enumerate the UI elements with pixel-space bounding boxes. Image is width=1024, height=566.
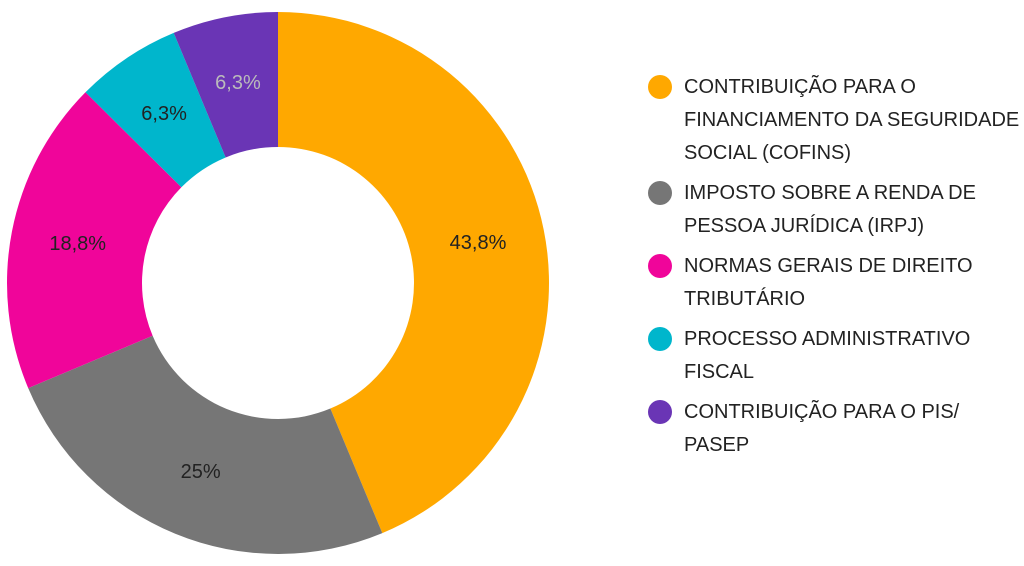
slice-value-label-2: 18,8% [49, 233, 106, 255]
chart-slice-labels: 43,8% 25% 18,8% 6,3% 6,3% [49, 72, 506, 483]
slice-value-label-0: 43,8% [450, 232, 507, 254]
donut-slice-2 [7, 92, 182, 389]
legend-label-2: NORMAS GERAIS DE DIREITO TRIBUTÁRIO [684, 255, 973, 310]
legend-marker-2 [648, 254, 672, 278]
donut-slice-3 [85, 32, 226, 188]
donut-slice-0 [278, 12, 549, 534]
legend-marker-3 [648, 327, 672, 351]
legend-label-0: CONTRIBUIÇÃO PARA O FINANCIAMENTO DA SEGU… [684, 74, 1019, 164]
legend-label-4: CONTRIBUIÇÃO PARA O PIS/PASEP [684, 399, 960, 456]
slice-value-label-3: 6,3% [141, 103, 187, 125]
chart-slices [7, 12, 549, 554]
legend-marker-0 [648, 75, 672, 99]
slice-value-label-1: 25% [181, 461, 221, 483]
donut-slice-4 [173, 12, 278, 158]
legend-marker-4 [648, 400, 672, 424]
legend-marker-1 [648, 181, 672, 205]
legend-label-3: PROCESSO ADMINISTRATIVO FISCAL [684, 328, 970, 383]
donut-slice-1 [28, 335, 383, 554]
slice-value-label-4: 6,3% [215, 72, 261, 94]
chart-legend: CONTRIBUIÇÃO PARA O FINANCIAMENTO DA SEGU… [648, 74, 1019, 456]
legend-label-1: IMPOSTO SOBRE A RENDA DE PESSOA JURÍDICA … [684, 182, 976, 237]
